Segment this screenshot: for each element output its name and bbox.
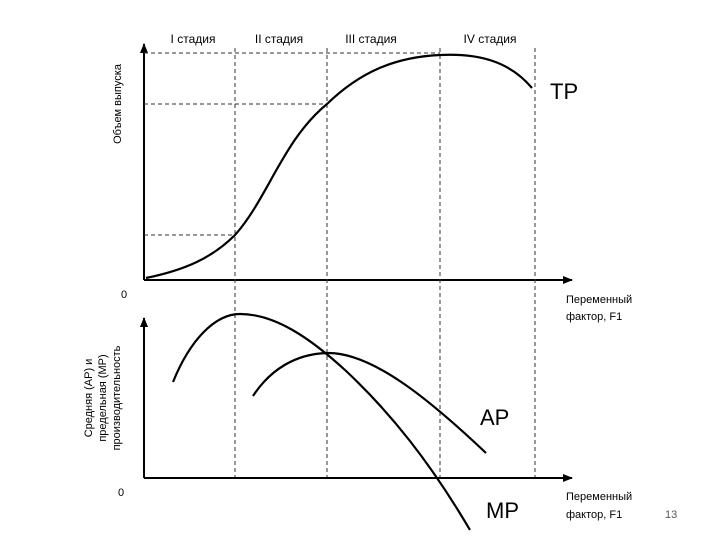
stage-2-label: II стадия (255, 32, 303, 46)
tp-label: TP (550, 79, 578, 104)
stage-4-label: IV стадия (464, 32, 517, 46)
top-y-axis-label: Объем выпуска (112, 63, 124, 144)
mp-label: MP (486, 498, 519, 523)
bottom-x-axis-label-line2: фактор, F1 (566, 509, 622, 521)
top-x-axis-label-line2: фактор, F1 (566, 311, 622, 323)
bottom-x-axis-label-line1: Переменный (566, 491, 632, 503)
bottom-y-axis-label-line2: предельная (МР) (97, 354, 109, 441)
page-number: 13 (665, 509, 677, 521)
top-x-axis-label-line1: Переменный (566, 294, 632, 306)
bottom-y-axis-label-line3: производительность (111, 345, 123, 450)
stage-1-label: I стадия (171, 32, 216, 46)
mp-curve (171, 312, 471, 531)
top-origin-label: 0 (121, 289, 127, 301)
bottom-origin-label: 0 (118, 487, 124, 499)
ap-label: AP (480, 405, 509, 430)
bottom-y-axis-label-line1: Средняя (АР) и (83, 359, 95, 438)
stage-3-label: III стадия (345, 32, 397, 46)
ap-curve (252, 351, 487, 454)
tp-curve (145, 53, 533, 280)
